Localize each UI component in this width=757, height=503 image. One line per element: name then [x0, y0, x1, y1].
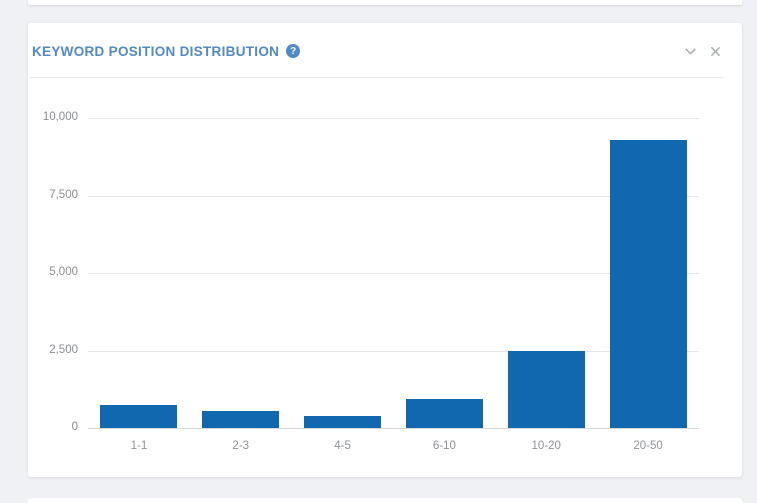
- x-tick-label-20-50: 20-50: [633, 440, 663, 452]
- x-tick-label-2-3: 2-3: [232, 440, 250, 452]
- bar-chart: 0 2,500 5,000 7,500 10,000 1-1 2-3 4-5 6-10 10-20…: [28, 23, 742, 477]
- x-tick-label-1-1: 1-1: [130, 440, 148, 452]
- gridline-2,500: [88, 350, 699, 352]
- bar-2-3[interactable]: [202, 411, 280, 428]
- x-tick-label-4-5: 4-5: [334, 440, 351, 452]
- gridline-5,000: [88, 273, 699, 274]
- previous-card-edge: [28, 0, 742, 5]
- y-tick-label: 7,500: [49, 188, 78, 201]
- panel-title: KEYWORD POSITION DISTRIBUTION: [32, 43, 280, 59]
- bar-20-50[interactable]: [609, 139, 687, 428]
- gridline-10,000: [88, 118, 699, 119]
- gridline-0: [88, 428, 699, 429]
- y-tick-label: 10,000: [42, 111, 78, 123]
- next-card-edge: [28, 498, 742, 503]
- header-controls: [683, 44, 723, 59]
- keyword-position-distribution-panel: 0 2,500 5,000 7,500 10,000 1-1 2-3 4-5 6-10 10-20…: [28, 23, 742, 477]
- close-icon: [711, 46, 720, 56]
- bar-4-5[interactable]: [304, 416, 382, 428]
- help-icon[interactable]: ?: [286, 44, 301, 58]
- chevron-down-icon: [685, 48, 696, 54]
- y-tick-label: 2,500: [49, 343, 78, 356]
- bar-1-1[interactable]: [100, 405, 178, 428]
- x-tick-label-10-20: 10-20: [531, 440, 561, 452]
- header-divider: [30, 77, 723, 78]
- bar-6-10[interactable]: [405, 399, 483, 428]
- y-tick-label: 0: [71, 421, 78, 433]
- y-tick-label: 5,000: [49, 266, 78, 278]
- panel-header: KEYWORD POSITION DISTRIBUTION ?: [28, 23, 742, 77]
- close-button[interactable]: [708, 44, 723, 59]
- x-tick-label-6-10: 6-10: [432, 440, 456, 452]
- bar-10-20[interactable]: [507, 350, 585, 428]
- gridline-7,500: [88, 195, 699, 197]
- collapse-button[interactable]: [683, 44, 698, 59]
